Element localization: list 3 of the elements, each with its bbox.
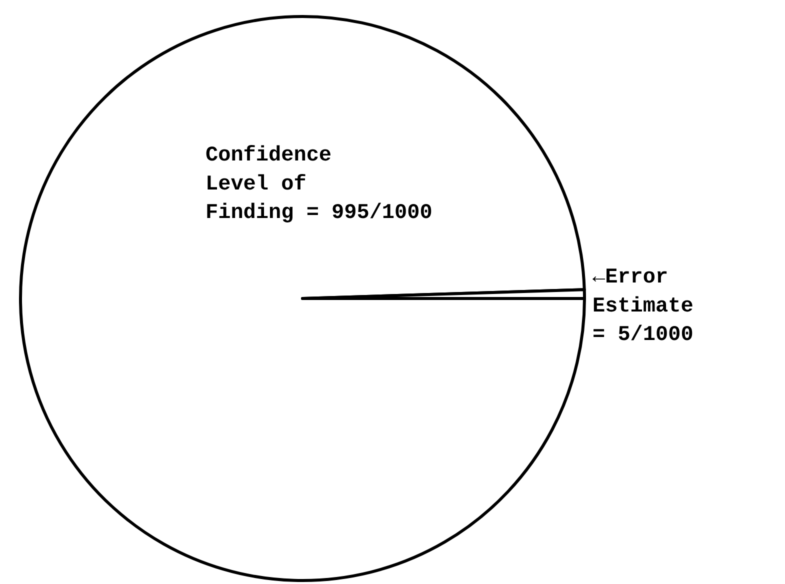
slice-label: ←Error Estimate [592,266,694,318]
slice-label: Confidence Level of Finding = 995/1000 [206,144,432,225]
data-label: = 5/1000 [592,324,694,347]
